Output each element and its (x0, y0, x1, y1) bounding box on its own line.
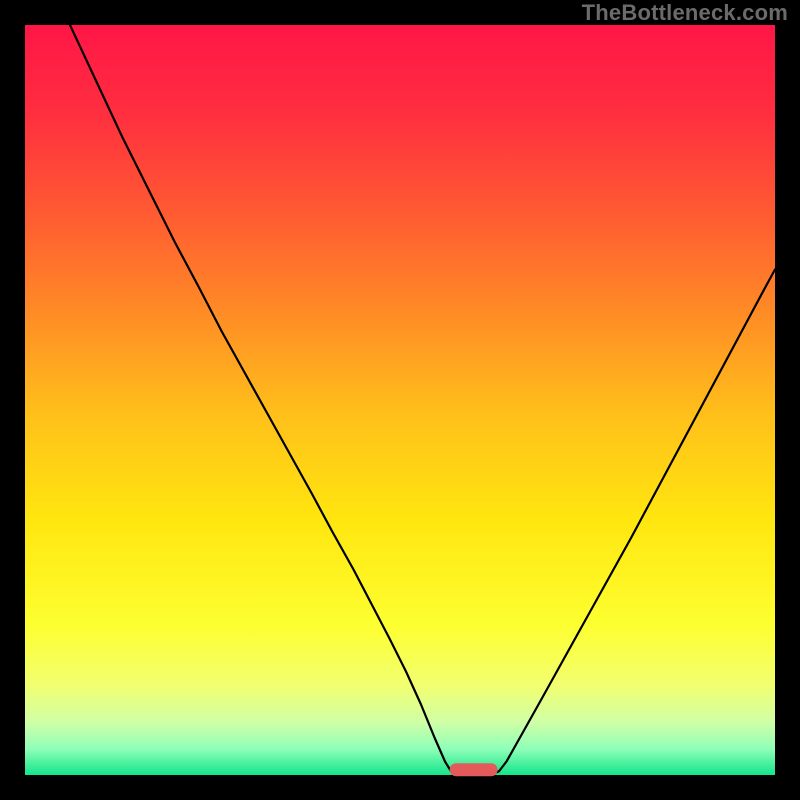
chart-frame: TheBottleneck.com (0, 0, 800, 800)
plot-area (25, 25, 775, 775)
watermark-text: TheBottleneck.com (582, 0, 788, 26)
bottleneck-curve (25, 25, 775, 775)
curve-path (70, 25, 775, 775)
optimal-marker (449, 763, 498, 777)
